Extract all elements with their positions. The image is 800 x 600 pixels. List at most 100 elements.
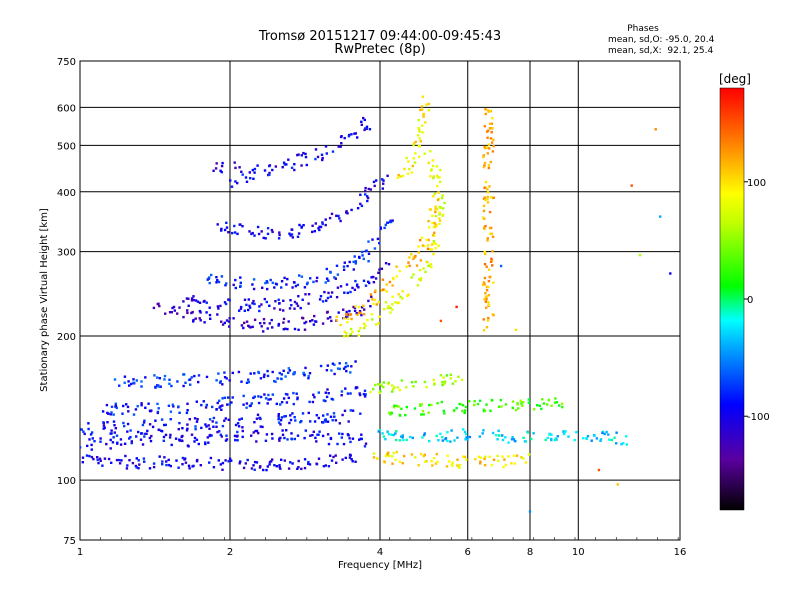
data-point — [307, 374, 310, 378]
data-point — [277, 298, 280, 301]
data-point — [251, 231, 254, 235]
data-point — [119, 443, 123, 446]
data-point — [254, 429, 257, 433]
data-point — [270, 460, 273, 463]
data-point — [615, 431, 618, 434]
data-point — [238, 223, 241, 226]
data-point — [273, 464, 276, 467]
data-point — [654, 128, 657, 131]
data-point — [193, 440, 196, 443]
data-point — [514, 408, 518, 412]
data-point — [463, 411, 466, 415]
data-point — [253, 421, 256, 424]
data-point — [391, 462, 394, 465]
data-point — [360, 204, 364, 208]
data-point — [398, 439, 402, 442]
data-point — [194, 317, 197, 320]
data-point — [400, 379, 404, 382]
data-point — [106, 421, 109, 424]
data-point — [483, 250, 486, 254]
data-point — [484, 292, 487, 295]
data-point — [96, 458, 99, 462]
data-point — [271, 458, 274, 461]
data-point — [613, 436, 616, 439]
data-point — [302, 151, 305, 155]
data-point — [597, 468, 601, 472]
data-point — [123, 381, 126, 384]
data-point — [295, 302, 298, 305]
data-point — [285, 429, 288, 432]
data-point — [555, 401, 558, 404]
data-point — [361, 254, 364, 257]
data-point — [231, 231, 234, 235]
data-point — [315, 276, 319, 279]
data-point — [625, 435, 628, 438]
data-point — [562, 430, 565, 433]
data-point — [279, 467, 282, 470]
phase-x-stats: mean, sd,X: 92.1, 25.4 — [608, 46, 714, 56]
data-point — [437, 439, 440, 442]
data-point — [377, 300, 380, 304]
data-point — [326, 364, 329, 367]
data-point — [491, 117, 494, 120]
data-point — [450, 429, 453, 432]
data-point — [122, 404, 125, 408]
data-point — [185, 297, 189, 300]
data-point — [219, 169, 222, 172]
data-point — [484, 198, 487, 202]
data-point — [327, 291, 330, 295]
data-point — [338, 217, 341, 220]
data-point — [476, 402, 480, 406]
data-point — [486, 191, 490, 194]
data-point — [384, 262, 388, 265]
data-point — [420, 236, 424, 239]
data-point — [307, 460, 310, 464]
data-point — [491, 150, 495, 153]
data-point — [483, 457, 486, 461]
data-point — [364, 186, 367, 190]
data-point — [130, 382, 133, 386]
data-point — [263, 373, 266, 376]
data-point — [301, 298, 304, 301]
data-point — [376, 457, 379, 460]
data-point — [414, 456, 417, 459]
data-point — [270, 318, 273, 322]
data-point — [422, 454, 426, 458]
data-point — [345, 313, 348, 316]
data-point — [225, 282, 228, 285]
data-point — [473, 400, 476, 403]
data-point — [135, 379, 138, 382]
data-point — [197, 442, 200, 446]
data-point — [487, 301, 490, 304]
data-point — [304, 152, 307, 156]
data-point — [487, 268, 491, 271]
data-point — [396, 386, 400, 389]
data-point — [271, 230, 274, 234]
data-point — [372, 387, 375, 391]
data-point — [296, 467, 299, 470]
data-point — [358, 310, 362, 313]
data-point — [489, 232, 492, 236]
data-point — [528, 510, 532, 513]
data-point — [377, 271, 380, 274]
data-point — [140, 385, 143, 388]
data-point — [123, 375, 127, 378]
data-point — [353, 132, 356, 135]
data-point — [303, 458, 307, 461]
data-point — [277, 322, 281, 326]
data-point — [349, 409, 352, 412]
data-point — [168, 382, 171, 385]
data-point — [408, 264, 411, 267]
data-point — [417, 127, 420, 130]
data-point — [182, 373, 185, 376]
data-point — [119, 438, 123, 441]
data-point — [443, 380, 447, 383]
data-point — [283, 459, 286, 462]
data-point — [439, 180, 442, 184]
data-point — [364, 393, 367, 396]
data-point — [278, 465, 281, 469]
data-point — [230, 401, 233, 404]
data-point — [202, 300, 205, 303]
data-point — [457, 375, 460, 378]
data-point — [517, 407, 520, 410]
